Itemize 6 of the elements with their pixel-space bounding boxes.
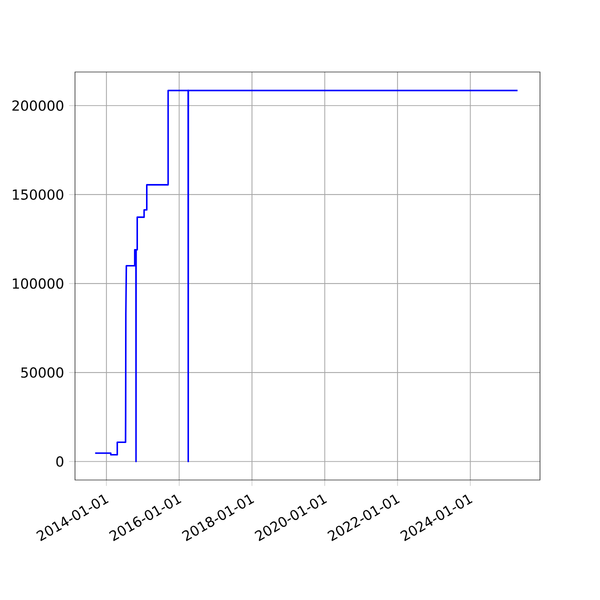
y-tick-label: 50000 — [21, 367, 64, 378]
y-tick-label: 150000 — [12, 189, 64, 200]
y-tick-label: 0 — [56, 456, 64, 467]
line-series — [94, 90, 518, 462]
y-tick-label: 200000 — [12, 100, 64, 111]
y-tick-label: 100000 — [12, 278, 64, 289]
